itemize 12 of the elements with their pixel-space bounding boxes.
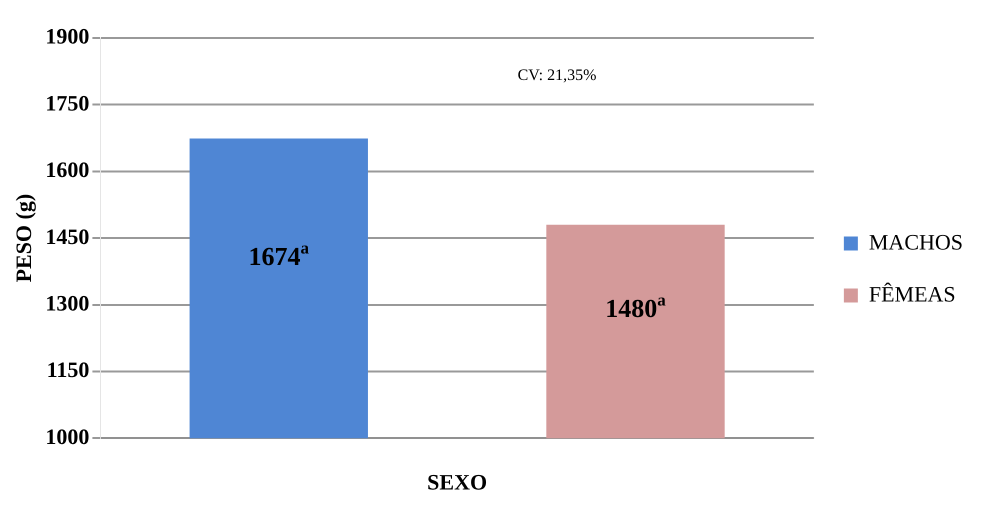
y-tick-label: 1900 [45, 24, 90, 49]
annotation: CV: 21,35% [518, 67, 596, 84]
x-axis-title: SEXO [427, 469, 488, 494]
y-tick-label: 1000 [45, 424, 90, 449]
legend-label: FÊMEAS [868, 281, 956, 306]
y-tick-label: 1750 [45, 90, 90, 116]
y-tick-label: 1450 [45, 224, 90, 249]
y-tick-label: 1300 [45, 290, 90, 316]
y-axis-title: PESO (g) [10, 194, 36, 282]
y-tick-label: 1600 [45, 157, 90, 182]
legend-label: MACHOS [868, 229, 964, 254]
y-tick-label: 1150 [46, 357, 90, 382]
